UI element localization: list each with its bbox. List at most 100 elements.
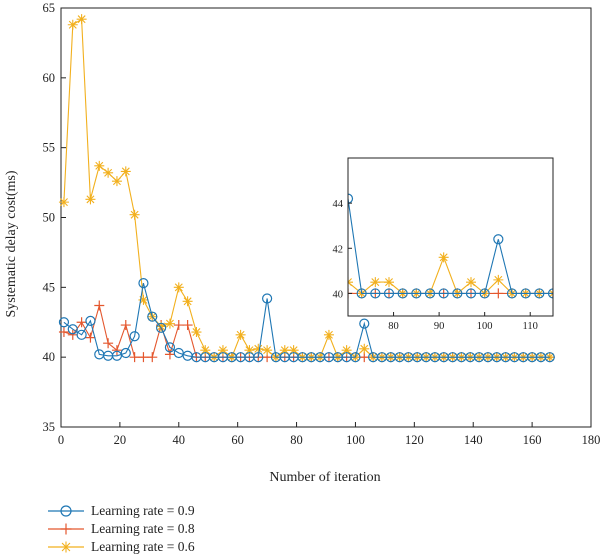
- legend-marker-asterisk: [48, 541, 84, 553]
- data-point-lr09: [262, 293, 273, 304]
- data-point-lr09: [120, 347, 131, 359]
- x-tick-label: 160: [523, 433, 542, 447]
- inset-x-tick-label: 90: [434, 321, 445, 332]
- y-tick-label: 60: [43, 71, 56, 85]
- y-tick-label: 65: [43, 1, 56, 15]
- inset-data-point-lr08: [493, 288, 504, 299]
- x-tick-label: 120: [405, 433, 424, 447]
- x-tick-label: 0: [58, 433, 64, 447]
- inset-data-point-lr06: [384, 277, 394, 288]
- data-point-lr09: [76, 329, 87, 340]
- legend-entry-lr08: Learning rate = 0.8: [48, 521, 195, 536]
- data-point-lr06: [111, 176, 122, 187]
- data-point-lr06: [262, 345, 273, 356]
- inset-data-point-lr06: [493, 274, 504, 285]
- inset-zoom-plot: 80 90 100 110 40 42 44: [329, 157, 572, 332]
- inset-data-point-lr09: [479, 288, 490, 299]
- data-point-lr06: [253, 343, 264, 354]
- inset-axis-ticks: 80 90 100 110 40 42 44: [333, 199, 538, 332]
- data-point-lr06: [182, 296, 193, 307]
- inset-data-point-lr09: [370, 288, 381, 299]
- inset-data-point-lr09: [547, 288, 553, 299]
- legend-marker-circle: [48, 505, 84, 517]
- legend: Learning rate = 0.9 Learning rate = 0.8 …: [48, 503, 195, 554]
- y-tick-label: 55: [43, 141, 56, 155]
- data-point-lr09: [67, 324, 78, 335]
- main-axis-ticks: 0 20 40 60 80 100 120 140 160 180 35 40 45 50 55 60 65: [43, 1, 600, 447]
- data-point-lr08: [111, 345, 122, 356]
- data-point-lr09: [350, 352, 361, 363]
- data-point-lr08: [164, 349, 175, 360]
- data-point-lr06: [359, 343, 370, 354]
- inset-data-point-lr08: [562, 288, 572, 298]
- legend-label: Learning rate = 0.9: [91, 503, 195, 518]
- inset-series-layer: [329, 193, 572, 299]
- inset-data-point-lr09: [562, 289, 571, 298]
- data-point-lr06: [323, 329, 334, 340]
- data-point-lr06: [191, 327, 202, 338]
- legend-marker-lr09: [60, 505, 72, 517]
- inset-data-point-lr06: [329, 275, 339, 285]
- legend-marker-lr06: [60, 541, 72, 553]
- inset-data-point-lr09: [397, 288, 408, 299]
- data-point-lr09: [129, 331, 140, 342]
- inset-y-tick-label: 40: [333, 289, 344, 300]
- data-point-lr09: [164, 342, 176, 353]
- x-tick-label: 20: [114, 433, 127, 447]
- data-point-lr06: [58, 197, 69, 208]
- x-tick-label: 180: [582, 433, 600, 447]
- data-point-lr09: [173, 347, 184, 359]
- y-tick-label: 45: [43, 280, 56, 294]
- data-point-lr06: [164, 318, 175, 329]
- inset-data-point-lr06: [438, 252, 449, 263]
- data-point-lr06: [279, 345, 290, 356]
- inset-data-point-lr09: [383, 288, 395, 299]
- legend-label: Learning rate = 0.6: [91, 539, 195, 554]
- data-point-lr08: [359, 352, 370, 363]
- inset-data-point-lr06: [466, 277, 476, 288]
- data-point-lr06: [67, 19, 78, 30]
- inset-data-point-lr09: [534, 288, 545, 299]
- inset-x-tick-label: 110: [523, 321, 538, 332]
- data-point-lr08: [103, 338, 114, 349]
- data-point-lr06: [288, 345, 299, 356]
- main-series-layer: [58, 14, 555, 363]
- inset-data-point-lr06: [562, 288, 572, 298]
- data-point-lr06: [156, 321, 167, 332]
- x-tick-label: 80: [290, 433, 303, 447]
- inset-frame: [347, 157, 554, 317]
- legend-marker-plus: [48, 523, 84, 535]
- data-point-lr06: [200, 345, 211, 356]
- data-point-lr08: [67, 329, 78, 340]
- data-point-lr09: [85, 315, 96, 326]
- inset-data-point-lr06: [370, 277, 381, 288]
- data-point-lr08: [147, 352, 158, 363]
- inset-y-tick-label: 44: [333, 199, 344, 210]
- inset-data-point-lr09: [424, 288, 436, 299]
- data-point-lr09: [544, 352, 555, 363]
- legend-label: Learning rate = 0.8: [91, 521, 195, 536]
- legend-marker-lr08: [60, 523, 72, 535]
- y-tick-label: 50: [43, 211, 56, 225]
- inset-data-point-lr09: [452, 288, 463, 299]
- data-point-lr09: [111, 350, 123, 361]
- data-point-lr08: [173, 320, 184, 331]
- data-point-lr08: [120, 320, 131, 331]
- data-point-lr06: [341, 345, 352, 356]
- series-lr09: [58, 278, 555, 363]
- data-point-lr08: [85, 332, 96, 343]
- data-point-lr08: [138, 352, 149, 363]
- inset-background: [348, 158, 553, 316]
- data-point-lr09: [156, 322, 167, 333]
- inset-data-point-lr09: [356, 288, 367, 299]
- data-point-lr08: [182, 320, 193, 331]
- data-point-lr06: [85, 194, 96, 205]
- legend-entry-lr06: Learning rate = 0.6: [48, 539, 195, 554]
- data-point-lr09: [58, 317, 70, 328]
- data-point-lr06: [217, 345, 228, 356]
- inset-x-tick-label: 100: [477, 321, 493, 332]
- data-point-lr08: [58, 327, 69, 338]
- data-point-lr06: [129, 209, 140, 220]
- data-point-lr08: [129, 352, 140, 363]
- x-tick-label: 100: [346, 433, 365, 447]
